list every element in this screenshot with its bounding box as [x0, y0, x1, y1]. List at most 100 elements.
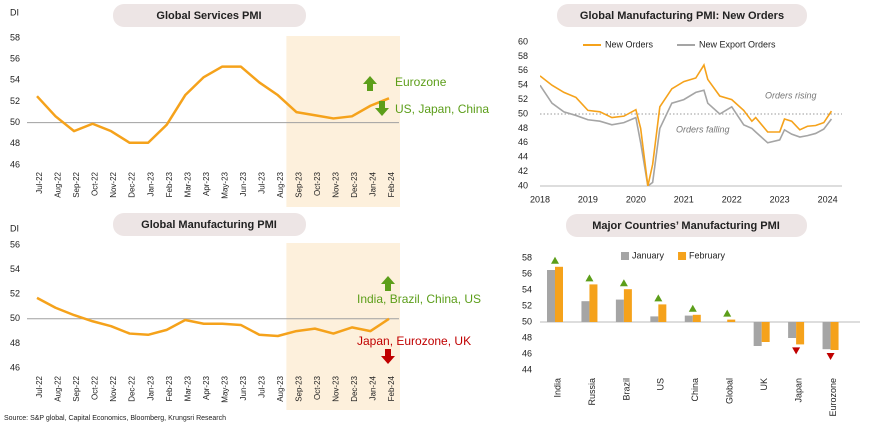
x-tick-label: 2022 [722, 194, 742, 204]
y-tick-label: 46 [10, 362, 20, 372]
chart-title: Global Manufacturing PMI: New Orders [580, 10, 784, 22]
y-tick-label: 56 [518, 65, 528, 75]
title-pill [557, 4, 807, 27]
x-tick-label: Mar-23 [183, 375, 192, 401]
x-tick-label: Jun-23 [239, 375, 248, 400]
x-tick-label: 2020 [626, 194, 646, 204]
y-tick-label: 48 [518, 123, 528, 133]
bar [684, 315, 693, 322]
y-tick-label: 48 [522, 332, 532, 342]
x-tick-label: Nov-23 [332, 171, 341, 197]
bar [555, 266, 563, 322]
x-tick-label: Jun-23 [239, 171, 248, 196]
y-tick-label: 46 [518, 137, 528, 147]
x-tick-label: Jul-22 [35, 171, 44, 193]
x-tick-label: Dec-22 [128, 375, 137, 401]
x-tick-label: UK [759, 378, 769, 391]
title-pill [113, 4, 306, 27]
y-tick-label: 52 [518, 94, 528, 104]
annotation: Eurozone [395, 75, 447, 89]
highlight-region [286, 36, 400, 207]
x-tick-label: China [690, 378, 700, 402]
x-tick-label: Nov-22 [109, 375, 118, 401]
x-tick-label: Feb-23 [165, 375, 174, 401]
bar [727, 319, 736, 322]
y-tick-label: 48 [10, 138, 20, 148]
legend-label: New Orders [605, 39, 654, 49]
x-tick-label: Dec-23 [350, 375, 359, 401]
y-tick-label: 50 [10, 117, 20, 127]
x-tick-label: Nov-22 [109, 171, 118, 197]
annotation: Japan, Eurozone, UK [357, 334, 471, 348]
annotation: India, Brazil, China, US [357, 292, 481, 306]
y-axis-label: DI [10, 223, 19, 233]
x-tick-label: May-23 [220, 375, 229, 402]
y-tick-label: 56 [10, 239, 20, 249]
x-tick-label: Jul-22 [35, 375, 44, 397]
y-tick-label: 52 [522, 300, 532, 310]
x-tick-label: Oct-22 [91, 375, 100, 400]
y-tick-label: 46 [10, 159, 20, 169]
legend-label: January [632, 250, 665, 260]
y-tick-label: 56 [522, 268, 532, 278]
line-series [36, 296, 390, 338]
x-tick-label: Brazil [621, 378, 631, 401]
trend-icon [792, 347, 801, 355]
x-tick-label: Jan-24 [369, 171, 378, 196]
x-tick-label: Russia [587, 378, 597, 406]
y-tick-label: 54 [522, 284, 532, 294]
y-tick-label: 50 [518, 108, 528, 118]
bar [692, 314, 701, 322]
y-tick-label: 54 [10, 264, 20, 274]
x-tick-label: Feb-23 [165, 171, 174, 197]
legend-label: February [689, 250, 726, 260]
bar [581, 301, 590, 322]
bar [623, 289, 632, 322]
arrow-icon [381, 276, 395, 291]
y-tick-label: 58 [522, 252, 532, 262]
y-tick-label: 54 [518, 80, 528, 90]
trend-icon [619, 279, 628, 287]
x-tick-label: Sep-23 [294, 171, 303, 197]
y-tick-label: 44 [518, 152, 528, 162]
y-tick-label: 46 [522, 348, 532, 358]
title-pill [113, 213, 306, 236]
title-pill [566, 214, 807, 237]
x-tick-label: May-23 [220, 171, 229, 198]
x-tick-label: Sep-23 [294, 375, 303, 401]
x-tick-label: 2024 [818, 194, 838, 204]
x-tick-label: 2021 [674, 194, 694, 204]
chart-title: Global Manufacturing PMI [141, 219, 277, 231]
highlight-region [286, 243, 400, 410]
trend-icon [826, 353, 835, 360]
bar [796, 322, 805, 345]
bar [788, 322, 797, 338]
bar [615, 299, 624, 322]
x-tick-label: Aug-22 [54, 171, 63, 197]
line-series [540, 84, 833, 186]
x-tick-label: Oct-22 [91, 171, 100, 196]
y-tick-label: 58 [10, 32, 20, 42]
bar [830, 322, 839, 350]
x-tick-label: Sep-22 [72, 375, 81, 401]
y-tick-label: 52 [10, 96, 20, 106]
bar [753, 322, 762, 346]
x-tick-label: 2018 [530, 194, 550, 204]
x-tick-label: Eurozone [828, 378, 838, 417]
trend-icon [654, 294, 663, 302]
x-tick-label: US [656, 378, 666, 391]
y-axis-label: DI [10, 7, 19, 17]
annotation: US, Japan, China [395, 102, 489, 116]
trend-icon [585, 274, 594, 282]
x-tick-label: Jan-23 [146, 171, 155, 196]
arrow-icon [375, 101, 389, 116]
line-series [540, 63, 833, 186]
y-tick-label: 48 [10, 338, 20, 348]
y-tick-label: 44 [522, 364, 532, 374]
x-tick-label: Oct-23 [313, 375, 322, 400]
x-tick-label: Apr-23 [202, 375, 211, 400]
chart-title: Global Services PMI [156, 10, 261, 22]
y-tick-label: 42 [518, 166, 528, 176]
x-tick-label: India [552, 378, 562, 398]
x-tick-label: Japan [793, 378, 803, 403]
